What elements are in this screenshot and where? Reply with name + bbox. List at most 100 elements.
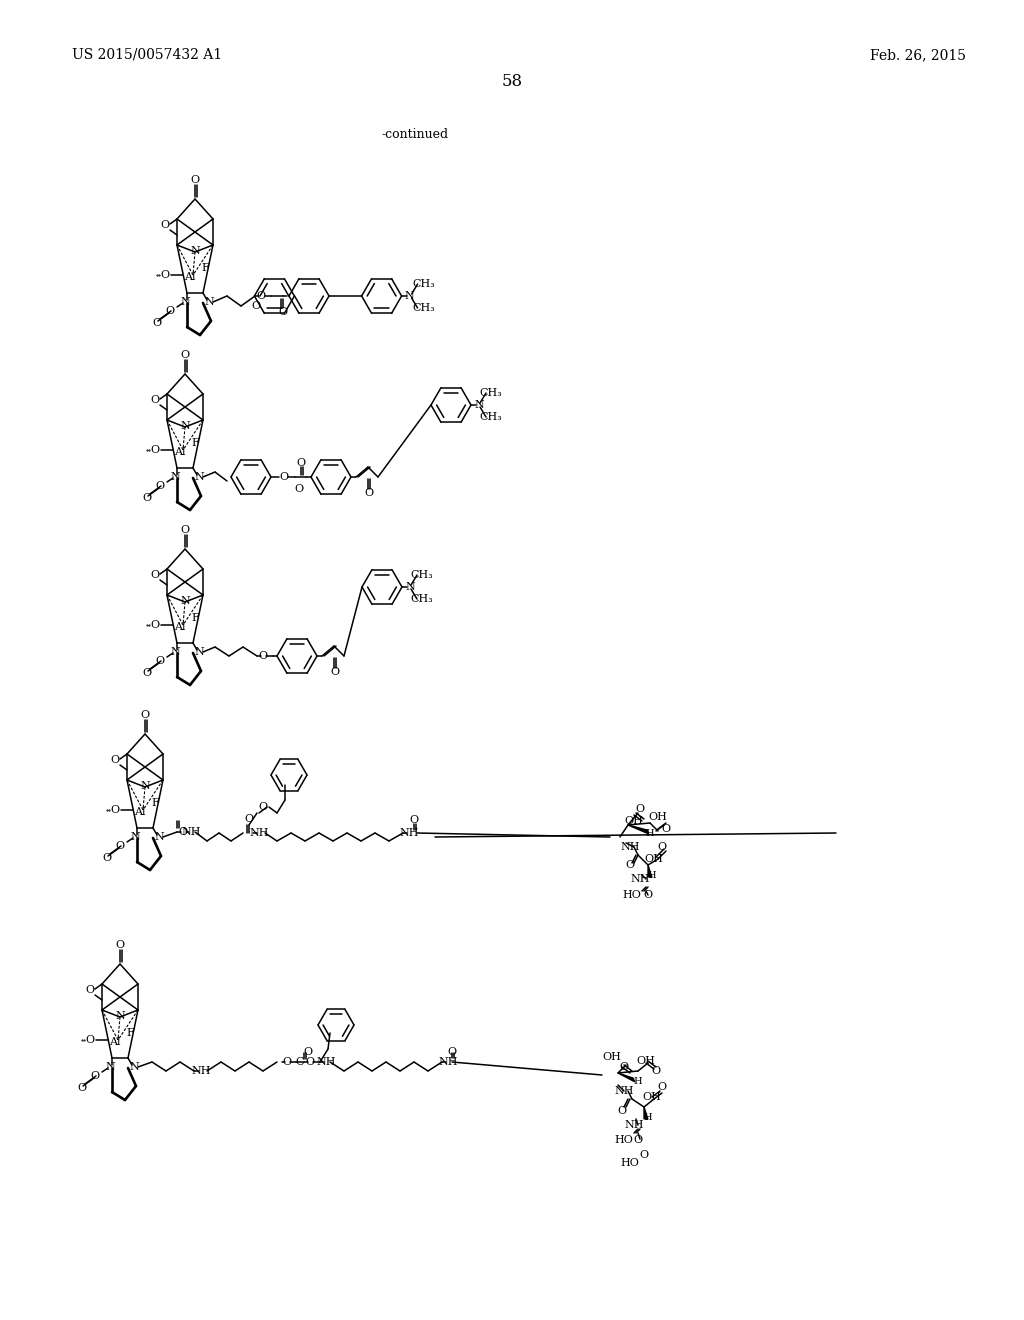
Text: N: N [406, 582, 415, 591]
Text: O: O [331, 667, 340, 677]
Text: O: O [410, 814, 419, 825]
Text: N: N [195, 473, 204, 482]
Text: O: O [245, 814, 254, 824]
Text: O: O [643, 890, 652, 900]
Text: O: O [156, 656, 165, 667]
Text: O: O [151, 570, 160, 579]
Text: O: O [279, 308, 288, 317]
Text: N: N [115, 1011, 125, 1020]
Text: N: N [180, 421, 189, 432]
Text: Al: Al [134, 807, 145, 817]
Text: HO: HO [621, 1158, 639, 1168]
Text: Feb. 26, 2015: Feb. 26, 2015 [870, 48, 966, 62]
Text: H: H [648, 870, 656, 879]
Text: O: O [111, 805, 120, 814]
Text: C: C [296, 1057, 304, 1067]
Text: O: O [116, 940, 125, 950]
Text: HO: HO [623, 890, 641, 900]
Text: OH: OH [637, 1056, 655, 1067]
Text: OH: OH [625, 816, 643, 826]
Text: O: O [78, 1082, 87, 1093]
Text: NH: NH [614, 1086, 634, 1096]
Text: OH: OH [644, 854, 664, 865]
Text: O: O [151, 620, 160, 630]
Text: O: O [258, 651, 267, 661]
Text: O: O [657, 842, 667, 851]
Text: H: H [646, 829, 654, 837]
Text: CH₃: CH₃ [479, 388, 503, 399]
Text: O: O [153, 318, 162, 327]
Text: O: O [447, 1047, 457, 1057]
Text: NH: NH [438, 1057, 458, 1067]
Text: Al: Al [184, 272, 196, 282]
Text: O: O [166, 306, 174, 315]
Text: CH₃: CH₃ [411, 570, 433, 579]
Text: O: O [156, 480, 165, 491]
Text: O: O [303, 1047, 312, 1057]
Text: O: O [651, 1067, 660, 1076]
Text: CH₃: CH₃ [479, 412, 503, 422]
Text: CH₃: CH₃ [413, 279, 435, 289]
Text: F: F [201, 263, 209, 273]
Text: O: O [151, 445, 160, 455]
Text: O: O [140, 710, 150, 719]
Text: OH: OH [648, 812, 668, 822]
Text: F: F [191, 612, 199, 623]
Text: F: F [152, 799, 159, 808]
Text: O: O [161, 220, 170, 230]
Text: O: O [662, 824, 671, 834]
Text: O: O [180, 525, 189, 535]
Text: O: O [116, 841, 125, 851]
Text: NH: NH [181, 828, 201, 837]
Text: O: O [617, 1106, 627, 1115]
Text: 58: 58 [502, 74, 522, 91]
Text: Al: Al [110, 1038, 121, 1047]
Text: O: O [180, 350, 189, 360]
Text: O: O [258, 803, 267, 812]
Text: NH: NH [625, 1119, 644, 1130]
Polygon shape [648, 865, 652, 878]
Text: O: O [305, 1057, 314, 1067]
Text: N: N [140, 781, 150, 791]
Text: N: N [190, 246, 200, 256]
Text: O: O [639, 1150, 648, 1160]
Text: O: O [90, 1071, 99, 1081]
Text: US 2015/0057432 A1: US 2015/0057432 A1 [72, 48, 222, 62]
Text: O: O [142, 668, 152, 678]
Text: O: O [85, 1035, 94, 1045]
Text: N: N [195, 647, 204, 657]
Text: O: O [142, 492, 152, 503]
Text: NH: NH [630, 874, 650, 884]
Text: O: O [620, 1063, 629, 1072]
Text: H: H [634, 1077, 642, 1085]
Text: O: O [626, 861, 635, 870]
Text: F: F [126, 1028, 134, 1038]
Text: N: N [170, 647, 180, 657]
Text: OH: OH [643, 1092, 662, 1102]
Text: N: N [130, 832, 140, 842]
Text: NH: NH [399, 828, 419, 838]
Text: NH: NH [316, 1057, 336, 1067]
Text: Al: Al [174, 447, 185, 457]
Text: F: F [191, 438, 199, 447]
Text: NH: NH [249, 828, 268, 838]
Text: O: O [365, 488, 374, 498]
Text: O: O [151, 395, 160, 405]
Text: O: O [85, 985, 94, 995]
Polygon shape [628, 825, 648, 834]
Text: CH₃: CH₃ [411, 594, 433, 605]
Text: N: N [474, 400, 484, 411]
Text: O: O [102, 853, 112, 863]
Text: Al: Al [174, 622, 185, 632]
Text: O: O [296, 458, 305, 469]
Text: OH: OH [602, 1052, 622, 1063]
Text: HO: HO [614, 1135, 634, 1144]
Text: O: O [295, 484, 303, 494]
Text: NH: NH [191, 1067, 211, 1076]
Text: O: O [256, 290, 265, 301]
Text: O: O [111, 755, 120, 766]
Text: N: N [204, 297, 214, 308]
Text: N: N [180, 597, 189, 606]
Text: O: O [190, 176, 200, 185]
Text: O: O [280, 473, 289, 482]
